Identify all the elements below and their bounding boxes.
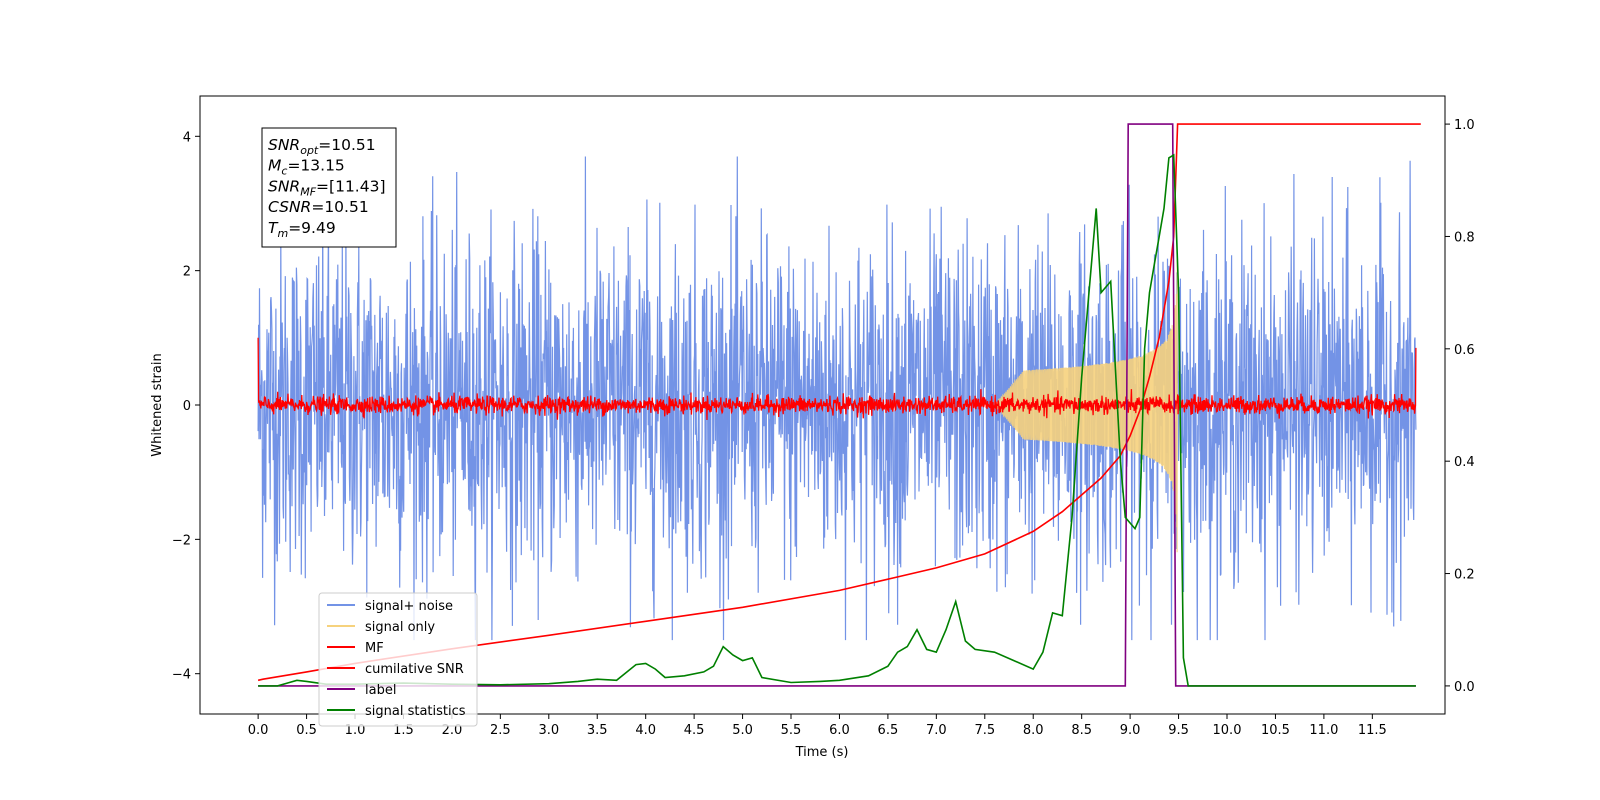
- x-tick-label: 8.0: [1023, 723, 1044, 738]
- x-tick-label: 7.0: [926, 723, 947, 738]
- x-tick-label: 11.5: [1358, 723, 1387, 738]
- y-axis-left: −4 −2 0 2 4: [172, 130, 200, 683]
- annotation-line: Mc=13.15: [268, 157, 345, 178]
- x-axis: 0.0 0.5 1.0 1.5 2.0 2.5 3.0 3.5 4.0 4.5 5.0 5.5 6.0 6…: [248, 714, 1387, 738]
- y-axis-title: Whitened strain: [150, 353, 165, 456]
- y-left-tick-label: −2: [172, 533, 191, 548]
- x-axis-title: Time (s): [795, 745, 849, 760]
- legend: signal+ noise signal only MF cumilative SNR…: [318, 592, 478, 727]
- y-right-tick-label: 0.2: [1454, 568, 1475, 583]
- x-tick-label: 3.5: [587, 723, 608, 738]
- x-tick-label: 1.5: [393, 723, 414, 738]
- x-tick-label: 10.0: [1213, 723, 1242, 738]
- legend-label: signal+ noise: [365, 599, 453, 614]
- y-right-tick-label: 0.4: [1454, 455, 1475, 470]
- annotation-line: CSNR=10.51: [268, 198, 369, 216]
- y-right-tick-label: 0.6: [1454, 343, 1475, 358]
- x-tick-label: 2.0: [442, 723, 463, 738]
- x-tick-label: 10.5: [1261, 723, 1290, 738]
- x-tick-label: 4.0: [635, 723, 656, 738]
- x-tick-label: 11.0: [1309, 723, 1338, 738]
- x-tick-label: 7.5: [974, 723, 995, 738]
- x-tick-label: 9.5: [1168, 723, 1189, 738]
- series-mf: [257, 337, 1417, 421]
- x-tick-label: 9.0: [1120, 723, 1141, 738]
- x-tick-label: 0.0: [248, 723, 269, 738]
- x-tick-label: 5.5: [781, 723, 802, 738]
- y-axis-right: 0.0 0.2 0.4 0.6 0.8 1.0: [1445, 118, 1475, 695]
- series-signal-noise: [257, 156, 1417, 641]
- legend-label: signal only: [365, 620, 435, 635]
- x-tick-label: 6.5: [878, 723, 899, 738]
- x-tick-label: 5.0: [732, 723, 753, 738]
- annotation-line: SNRopt=10.51: [268, 136, 376, 157]
- legend-label: label: [365, 683, 396, 698]
- y-right-tick-label: 0.8: [1454, 230, 1475, 245]
- annotation-frame: [261, 127, 397, 248]
- y-right-tick-label: 1.0: [1454, 118, 1475, 133]
- legend-frame: [318, 592, 478, 727]
- y-left-tick-label: 0: [183, 399, 191, 414]
- x-tick-label: 6.0: [829, 723, 850, 738]
- annotation-line: SNRMF=[11.43]: [268, 177, 386, 198]
- y-right-tick-label: 0.0: [1454, 680, 1475, 695]
- x-tick-label: 0.5: [296, 723, 317, 738]
- y-left-tick-label: 2: [183, 265, 191, 280]
- series-signal-statistics: [258, 153, 1416, 687]
- x-tick-label: 4.5: [684, 723, 705, 738]
- y-left-tick-label: 4: [183, 130, 191, 145]
- x-tick-label: 8.5: [1071, 723, 1092, 738]
- annotation-line: Tm=9.49: [268, 219, 336, 240]
- x-tick-label: 1.0: [345, 723, 366, 738]
- x-tick-label: 3.0: [538, 723, 559, 738]
- annotation-box: SNRopt=10.51Mc=13.15SNRMF=[11.43]CSNR=10…: [261, 127, 397, 248]
- legend-label: cumilative SNR: [365, 662, 464, 677]
- x-tick-label: 2.5: [490, 723, 511, 738]
- series-signal-only: [994, 254, 1178, 553]
- y-left-tick-label: −4: [172, 668, 191, 683]
- legend-label: MF: [365, 641, 384, 656]
- legend-label: signal statistics: [365, 704, 466, 719]
